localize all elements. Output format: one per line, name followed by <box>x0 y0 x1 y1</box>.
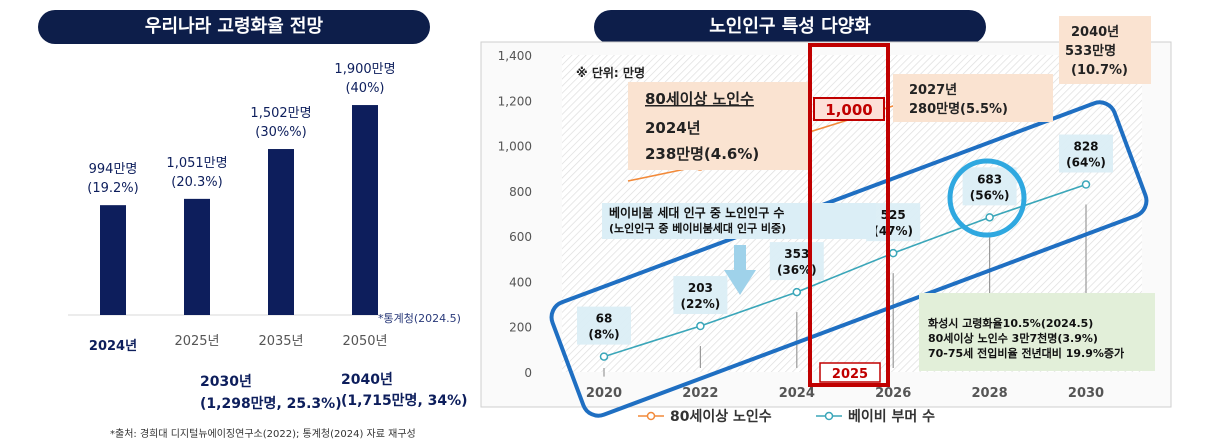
elderly80-2027-callout: 2027년 280만명(5.5%) <box>893 74 1053 122</box>
series-boomer-point-0 <box>599 352 609 361</box>
boomer-label-box-4 <box>962 167 1017 206</box>
x-tick-5: 2030 <box>1068 386 1104 401</box>
legend-label-80: 80세이상 노인수 <box>670 408 772 425</box>
boomer-callout-line1: 베이비붐 세대 인구 중 노인인구 수 <box>609 205 784 220</box>
boomer-highlight-band <box>549 100 1149 418</box>
right-title: 노인인구 특성 다양화 <box>594 10 986 44</box>
boomer-label-box-5 <box>1059 134 1113 173</box>
boomer-label-pct-4: (56%) <box>970 188 1010 202</box>
y-tick-1: 200 <box>509 321 532 335</box>
x-tick-1: 2022 <box>682 386 718 401</box>
bar-category-3: 2050년 <box>342 334 387 349</box>
bar-label-value-2: 1,502만명 <box>250 106 311 121</box>
y-tick-5: 1,000 <box>498 140 532 154</box>
bar-3 <box>352 105 378 315</box>
boomer-label-value-4: 683 <box>977 172 1002 186</box>
boomer-callout-line2: (노인인구 중 베이비붐세대 인구 비중) <box>609 221 786 235</box>
year-2025-highlight: 1,000 2025 <box>808 43 890 387</box>
footer-source: *출처: 경희대 디지털뉴에이징연구소(2022); 통계청(2024) 자료 … <box>110 427 416 440</box>
bar-label-value-3: 1,900만명 <box>334 62 395 77</box>
highlight-circle <box>947 158 1027 238</box>
elderly80-title: 80세이상 노인수 <box>645 90 754 108</box>
x-tick-4: 2028 <box>972 386 1008 401</box>
info-box: 화성시 고령화율10.5%(2024.5) 80세이상 노인수 3만7천명(3.… <box>919 293 1155 371</box>
y-tick-6: 1,200 <box>498 94 532 108</box>
unit-note: ※ 단위: 만명 <box>576 65 645 80</box>
boomer-label-pct-2: (36%) <box>777 263 817 277</box>
boomer-label-value-5: 828 <box>1073 140 1098 154</box>
y-tick-3: 600 <box>509 230 532 244</box>
y-tick-7: 1,400 <box>498 49 532 63</box>
note-2040: 2040년 (1,715만명, 34%) <box>341 372 468 409</box>
boomer-label-pct-3: (47%) <box>873 224 913 238</box>
info-line-2: 80세이상 노인수 3만7천명(3.9%) <box>928 331 1098 345</box>
boomer-label-pct-5: (64%) <box>1066 156 1106 170</box>
boomer-label-pct-0: (8%) <box>588 328 619 342</box>
elderly80-2024-year: 2024년 <box>645 119 701 137</box>
info-line-3: 70-75세 전입비율 전년대비 19.9%증가 <box>928 346 1124 360</box>
note-2030-year: 2030년 <box>200 374 252 390</box>
line-chart: 0 200 400 600 800 1,000 1,200 1,400 2020 2022 202… <box>480 16 1172 425</box>
series-boomer-point-4 <box>985 213 994 222</box>
y-tick-2: 400 <box>509 275 532 289</box>
bar-label-value-0: 994만명 <box>89 162 138 177</box>
bar-label-pct-1: (20.3%) <box>171 175 222 190</box>
x-tick-2: 2024 <box>779 386 815 401</box>
note-2030: 2030년 (1,298만명, 25.3%) <box>200 374 342 412</box>
boomer-label-value-3: 525 <box>881 208 906 222</box>
boomer-label-value-2: 353 <box>784 247 809 261</box>
boomer-label-box-1 <box>673 276 728 315</box>
boomer-label-box-0 <box>577 306 631 345</box>
elderly80-2024-value: 238만명(4.6%) <box>645 145 759 163</box>
info-line-1: 화성시 고령화율10.5%(2024.5) <box>928 316 1093 330</box>
bar-source-note: *통계청(2024.5) <box>378 312 461 325</box>
boomer-label-value-1: 203 <box>688 281 713 295</box>
legend-item-80: 80세이상 노인수 <box>638 408 772 425</box>
bar-label-pct-2: (30%%) <box>255 125 306 140</box>
elderly80-2027-value: 280만명(5.5%) <box>909 101 1008 117</box>
series-boomer-point-3 <box>888 248 898 258</box>
legend-item-boomer: 베이비 부머 수 <box>816 408 935 425</box>
bar-category-2: 2035년 <box>258 334 303 349</box>
bar-1 <box>184 198 210 315</box>
bar-label-value-1: 1,051만명 <box>166 156 227 171</box>
x-tick-0: 2020 <box>586 386 622 401</box>
highlight-year: 2025 <box>832 367 868 382</box>
y-tick-4: 800 <box>509 185 532 199</box>
bar-label-pct-0: (19.2%) <box>87 181 138 196</box>
bar-category-1: 2025년 <box>174 334 219 349</box>
boomer-callout: 베이비붐 세대 인구 중 노인인구 수 (노인인구 중 베이비붐세대 인구 비중… <box>602 203 876 239</box>
bar-label-pct-3: (40%) <box>345 81 384 96</box>
x-tick-3: 2026 <box>875 386 911 401</box>
elderly80-2040-year: 2040년 <box>1071 25 1119 40</box>
y-tick-0: 0 <box>524 366 532 380</box>
down-arrow-icon <box>724 245 756 295</box>
elderly80-2027-year: 2027년 <box>909 83 957 98</box>
elderly80-2040-callout: 2040년 533만명 (10.7%) <box>1059 16 1151 84</box>
elderly80-2040-value: 533만명 <box>1065 43 1116 59</box>
bar-chart: 994만명 (19.2%) 2024년 1,051만명 (20.3%) 2025년 1,50… <box>68 62 468 440</box>
left-title: 우리나라 고령화율 전망 <box>38 10 430 44</box>
bar-category-0: 2024년 <box>89 339 137 354</box>
elderly80-2040-pct: (10.7%) <box>1071 63 1128 78</box>
series-boomer-line <box>603 183 1087 358</box>
boomer-label-pct-1: (22%) <box>681 297 721 311</box>
elderly80-2024-callout: 80세이상 노인수 2024년 238만명(4.6%) <box>628 82 808 170</box>
bar-2 <box>268 149 294 315</box>
legend: 80세이상 노인수 베이비 부머 수 <box>638 408 935 425</box>
note-2030-value: (1,298만명, 25.3%) <box>200 395 342 412</box>
legend-label-boomer: 베이비 부머 수 <box>848 408 935 425</box>
series-boomer-point-2 <box>792 287 802 297</box>
boomer-label-value-0: 68 <box>596 312 613 326</box>
series-boomer-point-5 <box>1081 180 1091 189</box>
highlight-value: 1,000 <box>825 101 872 119</box>
series-boomer-point-1 <box>696 321 705 331</box>
note-2040-year: 2040년 <box>341 372 393 388</box>
boomer-label-box-2 <box>769 242 824 281</box>
bar-0 <box>100 205 126 315</box>
note-2040-value: (1,715만명, 34%) <box>341 392 468 409</box>
